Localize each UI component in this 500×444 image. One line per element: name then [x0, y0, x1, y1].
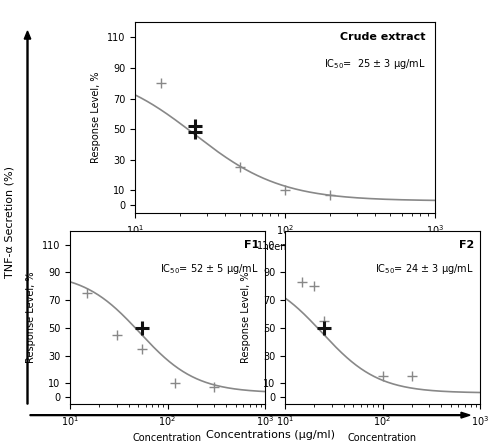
Text: Crude extract: Crude extract [340, 32, 426, 42]
X-axis label: Concentration: Concentration [348, 433, 417, 443]
Text: IC$_{50}$= 24 ± 3 μg/mL: IC$_{50}$= 24 ± 3 μg/mL [376, 262, 474, 276]
Text: Concentrations (μg/ml): Concentrations (μg/ml) [206, 429, 334, 440]
Y-axis label: Response Level, %: Response Level, % [92, 72, 102, 163]
Text: IC$_{50}$= 52 ± 5 μg/mL: IC$_{50}$= 52 ± 5 μg/mL [160, 262, 259, 276]
Text: F2: F2 [459, 240, 474, 250]
X-axis label: Concentration: Concentration [133, 433, 202, 443]
Y-axis label: Response Level, %: Response Level, % [26, 272, 36, 363]
Text: IC$_{50}$=  25 ± 3 μg/mL: IC$_{50}$= 25 ± 3 μg/mL [324, 56, 426, 71]
Text: TNF-α Secretion (%): TNF-α Secretion (%) [5, 166, 15, 278]
Text: F1: F1 [244, 240, 259, 250]
X-axis label: Concentration: Concentration [250, 242, 320, 252]
Y-axis label: Response Level, %: Response Level, % [242, 272, 252, 363]
